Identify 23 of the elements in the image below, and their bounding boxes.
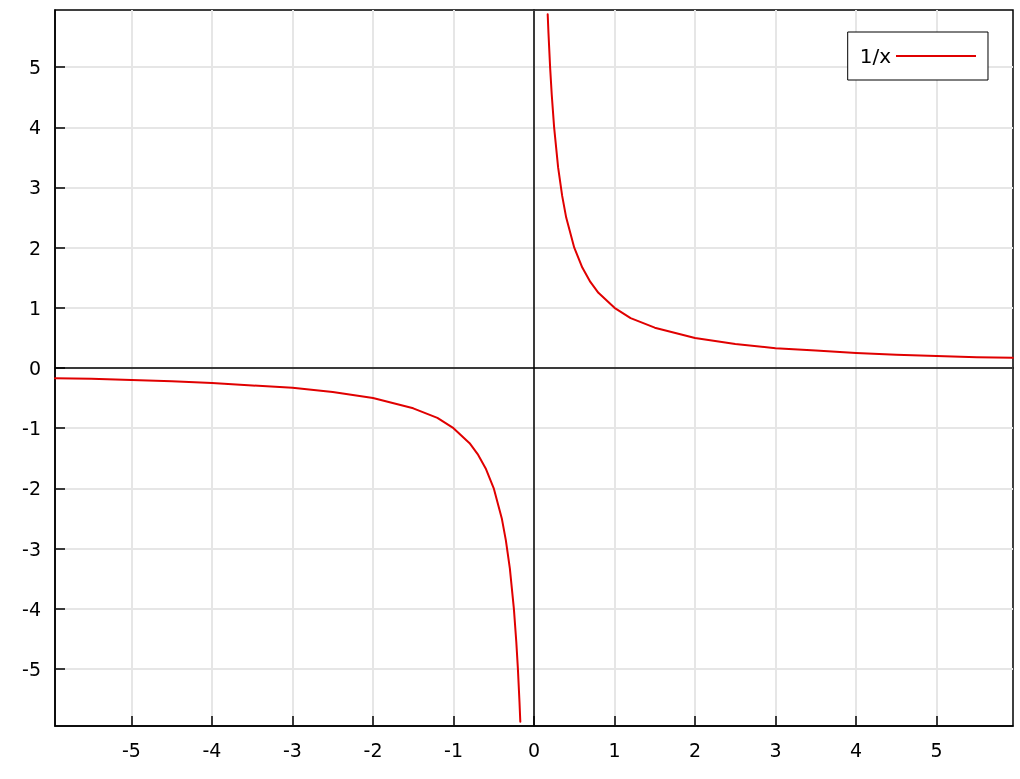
y-tick-label: -1 xyxy=(22,417,41,440)
x-tick-label: 3 xyxy=(769,738,782,761)
x-tick-label: -3 xyxy=(283,738,302,761)
x-tick-label: 2 xyxy=(688,738,702,761)
legend-label: 1/x xyxy=(859,44,892,68)
x-tick-label: 0 xyxy=(527,738,541,761)
x-tick-label: -2 xyxy=(363,738,383,761)
x-tick-label: 5 xyxy=(930,738,943,761)
x-tick-label: -4 xyxy=(202,738,222,761)
y-tick-label: 4 xyxy=(28,116,41,139)
y-tick-label: 0 xyxy=(28,357,41,379)
x-tick-label: 4 xyxy=(849,738,863,761)
y-tick-label: -4 xyxy=(22,597,41,620)
x-tick-label: 1 xyxy=(608,738,621,761)
y-tick-label: -5 xyxy=(22,657,41,680)
y-tick-label: 5 xyxy=(28,56,41,79)
y-tick-label: 3 xyxy=(28,176,41,199)
x-tick-label: -5 xyxy=(122,738,141,761)
x-tick-label: -1 xyxy=(444,738,463,761)
y-tick-label: 2 xyxy=(28,236,41,259)
y-tick-label: -2 xyxy=(22,477,41,500)
y-tick-label: 1 xyxy=(28,296,41,319)
y-tick-label: -3 xyxy=(22,537,41,560)
